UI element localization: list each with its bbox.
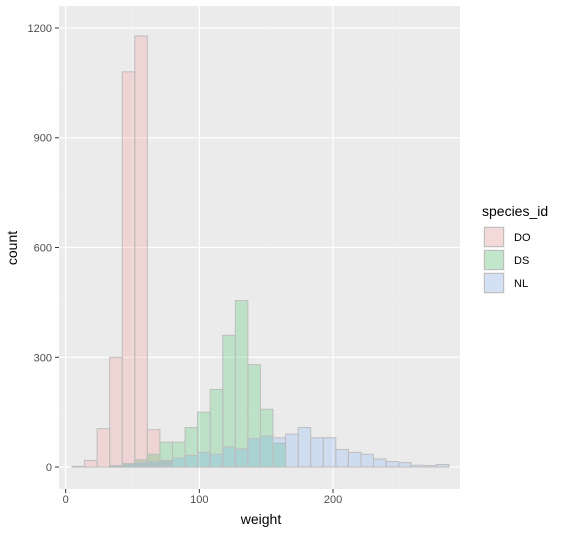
legend-item-do: DO <box>483 226 531 248</box>
y-axis-title: count <box>4 231 20 265</box>
histogram-bar-do <box>109 356 123 468</box>
x-tick-label: 200 <box>324 494 342 506</box>
legend-key-background <box>483 226 505 248</box>
x-tick-label: 100 <box>190 494 208 506</box>
histogram-bar-nl <box>146 461 161 468</box>
histogram-bar-nl <box>259 435 274 468</box>
histogram-bar-nl <box>134 462 148 468</box>
y-tick-label: 0 <box>46 462 52 474</box>
histogram-bar-nl <box>171 457 186 468</box>
histogram-bar-do <box>71 465 86 468</box>
legend-key-swatch <box>484 227 504 247</box>
histogram-bar-nl <box>234 448 249 468</box>
legend-label: NL <box>514 278 528 290</box>
legend-key-swatch <box>484 273 504 293</box>
histogram-bar-nl <box>285 433 299 468</box>
histogram-bar-nl <box>360 453 375 468</box>
x-axis-title: weight <box>240 511 282 527</box>
histogram-bars <box>71 35 450 468</box>
legend-key-swatch <box>484 250 504 270</box>
histogram-bar-do <box>134 35 148 468</box>
x-axis: 0 100 200 <box>63 489 342 506</box>
y-tick-label: 300 <box>34 352 52 364</box>
histogram-bar-nl <box>423 465 437 468</box>
histogram-bar-nl <box>159 459 173 468</box>
histogram-bar-ds <box>234 300 249 468</box>
histogram-bar-nl <box>410 464 425 468</box>
bars-do <box>71 35 173 468</box>
y-tick-label: 600 <box>34 243 52 255</box>
y-tick-label: 900 <box>34 133 52 145</box>
histogram-bar-nl <box>373 458 387 468</box>
histogram-bar-do <box>121 71 136 468</box>
histogram-bar-nl <box>197 451 211 468</box>
bars-nl <box>109 427 450 468</box>
histogram-bar-nl <box>222 446 236 468</box>
legend-label: DO <box>514 232 531 244</box>
histogram-bar-nl <box>310 437 324 468</box>
histogram-bar-nl <box>335 448 349 468</box>
y-tick-label: 1200 <box>28 23 52 35</box>
legend: species_id DO DS NL <box>482 203 548 294</box>
bars-ds <box>109 300 287 468</box>
legend-label: DS <box>514 255 529 267</box>
histogram-bar-do <box>84 459 98 468</box>
histogram-bar-nl <box>109 465 123 468</box>
legend-title: species_id <box>482 203 548 219</box>
histogram-bar-nl <box>184 454 199 468</box>
legend-items: DO DS NL <box>483 226 531 294</box>
histogram-bar-do <box>96 428 111 468</box>
histogram-bar-nl <box>209 453 224 468</box>
histogram-bar-nl <box>121 463 136 468</box>
histogram-bar-nl <box>297 427 312 468</box>
histogram-bar-nl <box>435 463 450 468</box>
y-axis: 0 300 600 900 1200 <box>28 23 59 474</box>
histogram-bar-nl <box>272 437 287 468</box>
legend-item-nl: NL <box>483 272 528 294</box>
legend-key-background <box>483 272 505 294</box>
histogram-bar-nl <box>347 451 362 468</box>
legend-item-ds: DS <box>483 249 529 271</box>
y-axis-ticks: 0 300 600 900 1200 <box>28 23 59 474</box>
histogram-bar-nl <box>247 438 261 468</box>
histogram-bar-nl <box>322 437 337 468</box>
histogram-bar-nl <box>398 462 412 468</box>
histogram-bar-nl <box>385 461 400 468</box>
legend-key-background <box>483 249 505 271</box>
x-tick-label: 0 <box>63 494 69 506</box>
x-axis-ticks: 0 100 200 <box>63 489 342 506</box>
